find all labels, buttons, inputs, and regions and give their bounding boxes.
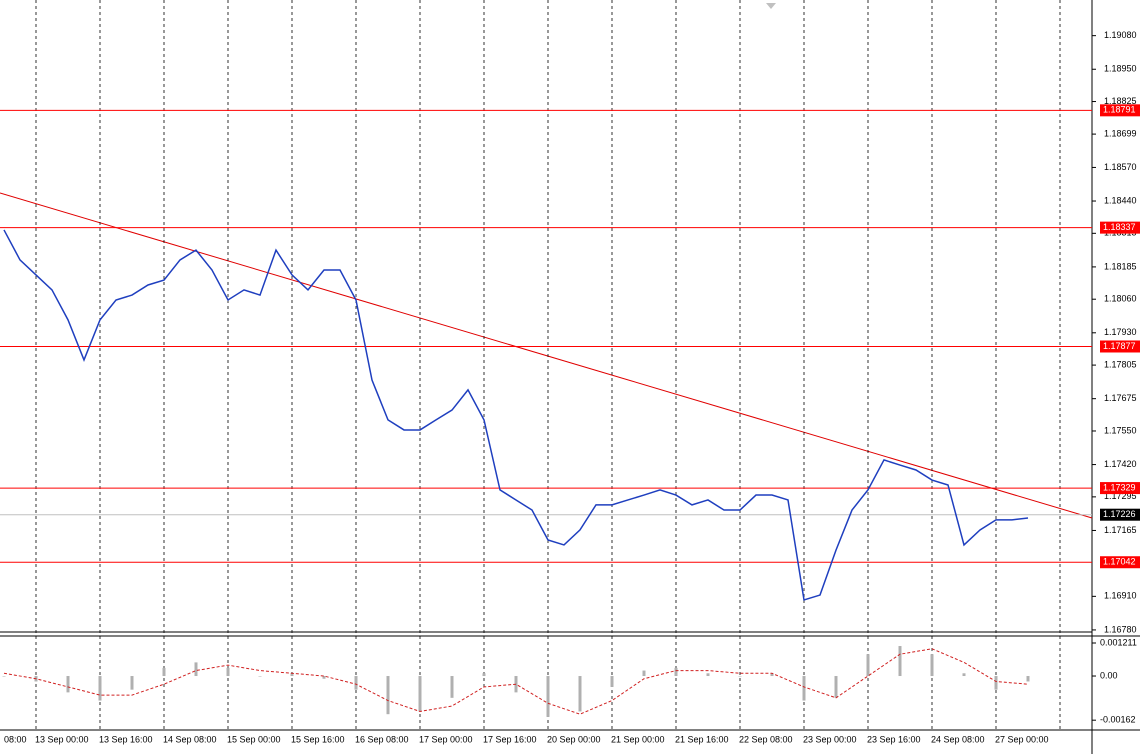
level-label-box <box>1100 556 1140 569</box>
y-tick-label: 1.18570 <box>1104 162 1137 172</box>
histogram-bar <box>610 676 614 687</box>
x-tick-label: 17 Sep 00:00 <box>419 734 473 744</box>
y-tick-label: 1.18699 <box>1104 128 1137 138</box>
histogram-bar <box>450 676 454 698</box>
x-tick-label: 22 Sep 08:00 <box>739 734 793 744</box>
histogram-bar <box>226 667 230 677</box>
x-tick-label: 15 Sep 00:00 <box>227 734 281 744</box>
x-tick-label: 08:00 <box>4 734 27 744</box>
y-tick-label: 1.18825 <box>1104 96 1137 106</box>
y-tick-label: 1.17420 <box>1104 459 1137 469</box>
y-tick-label: -0.00162 <box>1100 715 1136 725</box>
last-price-box <box>1100 508 1140 521</box>
y-tick-label: 0.001211 <box>1100 637 1137 647</box>
histogram-bar <box>578 676 582 712</box>
last-price-label: 1.17226 <box>1103 509 1136 519</box>
histogram-bar <box>770 673 774 677</box>
x-tick-label: 17 Sep 16:00 <box>483 734 537 744</box>
x-tick-label: 14 Sep 08:00 <box>163 734 217 744</box>
y-tick-label: 1.16910 <box>1104 591 1137 601</box>
histogram-bar <box>1026 676 1030 682</box>
histogram-bar <box>322 676 326 679</box>
histogram-bar <box>866 654 870 677</box>
histogram-bar <box>290 673 294 677</box>
histogram-bar <box>98 676 102 701</box>
x-tick-label: 21 Sep 00:00 <box>611 734 665 744</box>
y-tick-label: 1.17930 <box>1104 327 1137 337</box>
trend-line <box>0 192 1093 519</box>
x-tick-label: 16 Sep 08:00 <box>355 734 409 744</box>
y-tick-label: 1.19080 <box>1104 30 1137 40</box>
level-label: 1.18337 <box>1103 222 1136 232</box>
histogram-bar <box>194 662 198 677</box>
histogram-bar <box>930 654 934 677</box>
histogram-bar <box>482 673 486 677</box>
histogram-bar <box>898 646 902 677</box>
y-tick-label: 0.00 <box>1100 670 1118 680</box>
histogram-bar <box>706 673 710 677</box>
level-label: 1.17329 <box>1103 482 1136 492</box>
histogram-bar <box>802 676 806 701</box>
y-tick-label: 1.17550 <box>1104 425 1137 435</box>
level-label-box <box>1100 482 1140 495</box>
y-tick-label: 1.17805 <box>1104 359 1137 369</box>
level-label-box <box>1100 104 1140 117</box>
x-tick-label: 15 Sep 16:00 <box>291 734 345 744</box>
y-tick-label: 1.18185 <box>1104 261 1137 271</box>
level-label: 1.18791 <box>1103 105 1136 115</box>
y-tick-label: 1.18440 <box>1104 195 1137 205</box>
level-label-box <box>1100 340 1140 353</box>
x-tick-label: 13 Sep 16:00 <box>99 734 153 744</box>
y-tick-label: 1.16780 <box>1104 624 1137 634</box>
x-tick-label: 23 Sep 00:00 <box>803 734 857 744</box>
x-tick-label: 20 Sep 00:00 <box>547 734 601 744</box>
histogram-bar <box>418 676 422 712</box>
histogram-bar <box>546 676 550 717</box>
y-tick-label: 1.17675 <box>1104 393 1137 403</box>
price-line <box>3 229 1029 601</box>
level-label-box <box>1100 221 1140 234</box>
histogram-bar <box>354 676 358 690</box>
y-tick-label: 1.18950 <box>1104 64 1137 74</box>
histogram-bar <box>162 667 166 677</box>
histogram-bar <box>642 670 646 677</box>
x-tick-label: 23 Sep 16:00 <box>867 734 921 744</box>
level-label: 1.17042 <box>1103 557 1136 567</box>
y-tick-label: 1.17165 <box>1104 525 1137 535</box>
shift-marker <box>766 3 776 9</box>
level-label: 1.17877 <box>1103 341 1136 351</box>
histogram-bar <box>66 676 70 693</box>
histogram-bar <box>386 676 390 715</box>
x-tick-label: 27 Sep 00:00 <box>995 734 1049 744</box>
signal-line <box>3 648 1029 715</box>
histogram-bar <box>738 676 742 677</box>
histogram-bar <box>962 673 966 677</box>
histogram-bar <box>258 676 262 677</box>
x-tick-label: 24 Sep 08:00 <box>931 734 985 744</box>
histogram-bar <box>834 676 838 698</box>
histogram-bar <box>130 676 134 690</box>
histogram-bar <box>674 667 678 677</box>
x-tick-label: 13 Sep 00:00 <box>35 734 89 744</box>
histogram-bar <box>2 676 6 677</box>
histogram-bar <box>994 676 998 690</box>
x-tick-label: 21 Sep 16:00 <box>675 734 729 744</box>
y-tick-label: 1.17295 <box>1104 491 1137 501</box>
y-tick-label: 1.18060 <box>1104 294 1137 304</box>
